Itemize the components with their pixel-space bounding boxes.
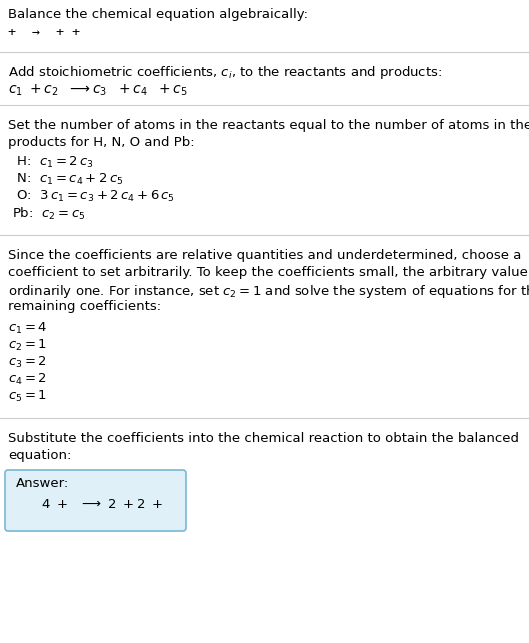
- Text: coefficient to set arbitrarily. To keep the coefficients small, the arbitrary va: coefficient to set arbitrarily. To keep …: [8, 266, 529, 279]
- Text: remaining coefficients:: remaining coefficients:: [8, 300, 161, 313]
- Text: $4\ +\ \ \longrightarrow\ 2\ +2\ +$: $4\ +\ \ \longrightarrow\ 2\ +2\ +$: [16, 498, 163, 511]
- Text: +  →  + +: + → + +: [8, 26, 80, 39]
- Text: equation:: equation:: [8, 449, 71, 462]
- Text: Substitute the coefficients into the chemical reaction to obtain the balanced: Substitute the coefficients into the che…: [8, 432, 519, 445]
- Text: $c_1\ +c_2\ \ \longrightarrow c_3\ \ +c_4\ \ +c_5$: $c_1\ +c_2\ \ \longrightarrow c_3\ \ +c_…: [8, 83, 188, 98]
- Text: ordinarily one. For instance, set $c_2 = 1$ and solve the system of equations fo: ordinarily one. For instance, set $c_2 =…: [8, 283, 529, 300]
- Text: Set the number of atoms in the reactants equal to the number of atoms in the: Set the number of atoms in the reactants…: [8, 119, 529, 132]
- Text: Answer:: Answer:: [16, 477, 69, 490]
- Text: O:  $3\,c_1 = c_3 + 2\,c_4 + 6\,c_5$: O: $3\,c_1 = c_3 + 2\,c_4 + 6\,c_5$: [12, 189, 175, 204]
- Text: products for H, N, O and Pb:: products for H, N, O and Pb:: [8, 136, 195, 149]
- Text: $c_1 = 4$: $c_1 = 4$: [8, 321, 48, 336]
- Text: Add stoichiometric coefficients, $c_i$, to the reactants and products:: Add stoichiometric coefficients, $c_i$, …: [8, 64, 442, 81]
- Text: $c_5 = 1$: $c_5 = 1$: [8, 389, 47, 404]
- Text: N:  $c_1 = c_4 + 2\,c_5$: N: $c_1 = c_4 + 2\,c_5$: [12, 172, 123, 187]
- FancyBboxPatch shape: [5, 470, 186, 531]
- Text: $c_3 = 2$: $c_3 = 2$: [8, 355, 47, 370]
- Text: Balance the chemical equation algebraically:: Balance the chemical equation algebraica…: [8, 8, 308, 21]
- Text: Pb:  $c_2 = c_5$: Pb: $c_2 = c_5$: [12, 206, 85, 222]
- Text: $c_2 = 1$: $c_2 = 1$: [8, 338, 47, 353]
- Text: H:  $c_1 = 2\,c_3$: H: $c_1 = 2\,c_3$: [12, 155, 94, 170]
- Text: Since the coefficients are relative quantities and underdetermined, choose a: Since the coefficients are relative quan…: [8, 249, 522, 262]
- Text: $c_4 = 2$: $c_4 = 2$: [8, 372, 47, 387]
